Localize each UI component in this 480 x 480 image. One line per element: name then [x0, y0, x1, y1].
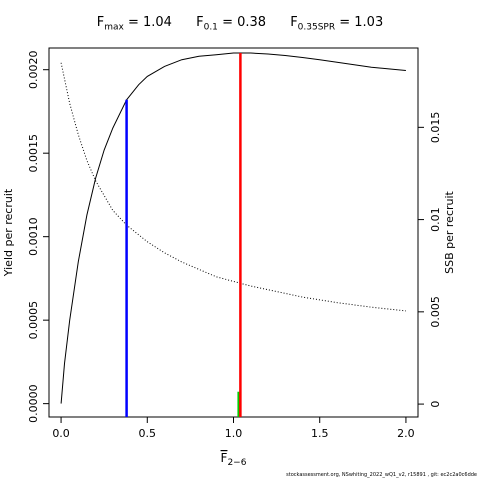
x-tick-label: 1.0	[225, 427, 243, 440]
y2-tick-label: 0.01	[429, 207, 442, 232]
y2-axis-title: SSB per recruit	[443, 190, 456, 273]
x-tick-label: 0.0	[52, 427, 70, 440]
ssb-per-recruit-line	[60, 62, 406, 312]
yield-per-recruit-line	[60, 52, 406, 404]
y2-tick-label: 0.005	[429, 296, 442, 328]
y-tick-label: 0.0015	[27, 134, 40, 173]
plot-frame	[48, 47, 419, 418]
x-tick-label: 1.5	[311, 427, 329, 440]
x-tick-label: 2.0	[397, 427, 415, 440]
chart-title: Fmax = 1.04 F0.1 = 0.38 F0.35SPR = 1.03	[0, 15, 480, 33]
y2-tick-label: 0.015	[429, 112, 442, 143]
source-footnote: stockassessment.org, NSwhiting_2022_wQ1_…	[286, 472, 477, 478]
f01-label: F0.1 = 0.38	[196, 15, 267, 33]
fspr-label: F0.35SPR = 1.03	[290, 15, 384, 33]
y-tick-label: 0.0010	[27, 217, 40, 256]
x-axis-title: F2−6	[221, 451, 247, 468]
y-tick-label: 0.0000	[27, 384, 40, 423]
x-tick-label: 0.5	[139, 427, 157, 440]
y-tick-label: 0.0020	[27, 50, 40, 89]
fmax-label: Fmax = 1.04	[96, 15, 172, 33]
y-tick-label: 0.0005	[27, 301, 40, 340]
y-axis-title: Yield per recruit	[2, 188, 15, 277]
y2-tick-label: 0	[429, 401, 442, 408]
